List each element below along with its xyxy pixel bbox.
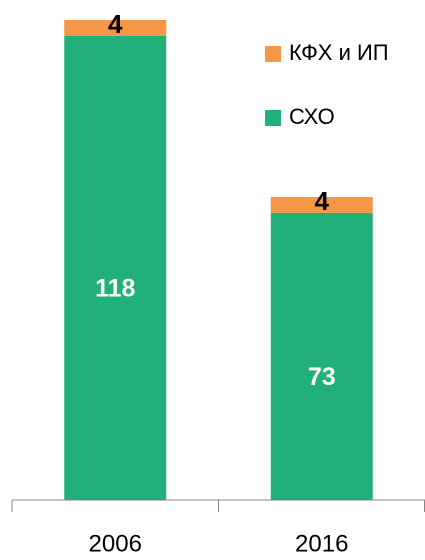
- data-label: 4: [108, 9, 123, 39]
- legend-label: СХО: [289, 104, 335, 129]
- data-label: 4: [315, 186, 330, 216]
- x-tick-label: 2006: [89, 530, 142, 555]
- bar-segment: [64, 35, 167, 501]
- x-tick-label: 2016: [295, 530, 348, 555]
- legend-label: КФХ и ИП: [289, 40, 389, 65]
- legend-swatch: [265, 110, 281, 126]
- bar-segment: [270, 197, 373, 213]
- data-label: 73: [308, 363, 336, 391]
- bar-segment: [270, 212, 373, 501]
- data-label: 118: [95, 274, 135, 302]
- legend-swatch: [265, 46, 281, 62]
- bar-segment: [64, 20, 167, 36]
